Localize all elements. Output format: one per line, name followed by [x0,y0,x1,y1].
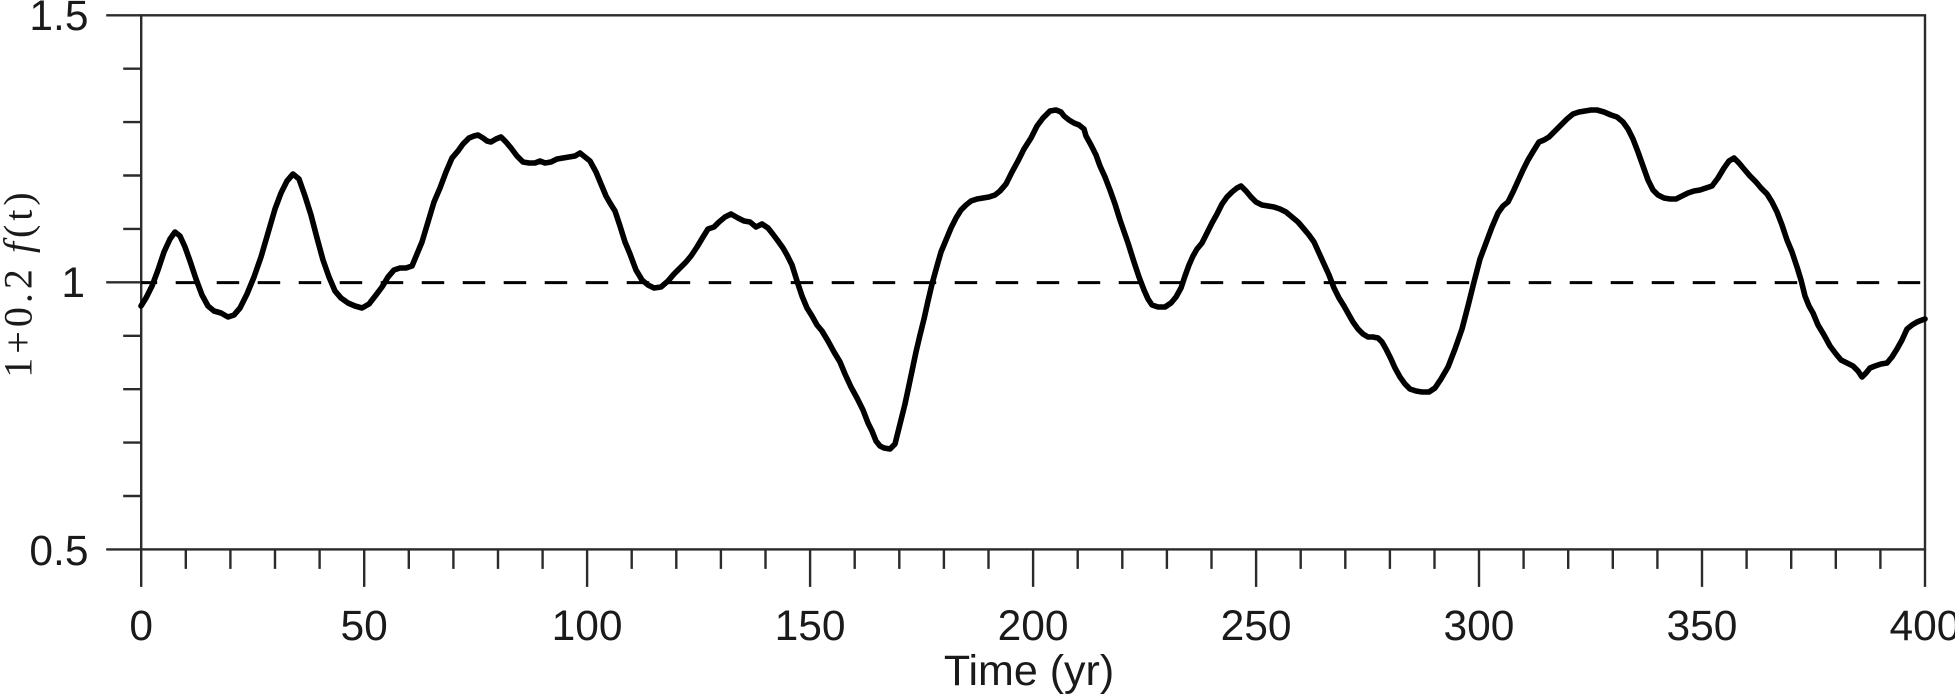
svg-text:400: 400 [1890,603,1955,650]
svg-text:Time (yr): Time (yr) [944,647,1114,694]
svg-text:1: 1 [61,260,85,307]
svg-text:100: 100 [552,603,623,650]
svg-text:250: 250 [1221,603,1292,650]
svg-text:150: 150 [775,603,846,650]
svg-text:1.5: 1.5 [29,0,88,40]
svg-text:50: 50 [341,603,388,650]
svg-text:300: 300 [1444,603,1515,650]
svg-text:1+0.2 f(t): 1+0.2 f(t) [0,188,41,377]
svg-text:350: 350 [1667,603,1738,650]
svg-text:200: 200 [998,603,1069,650]
svg-text:0: 0 [129,603,153,650]
svg-text:0.5: 0.5 [29,528,88,575]
